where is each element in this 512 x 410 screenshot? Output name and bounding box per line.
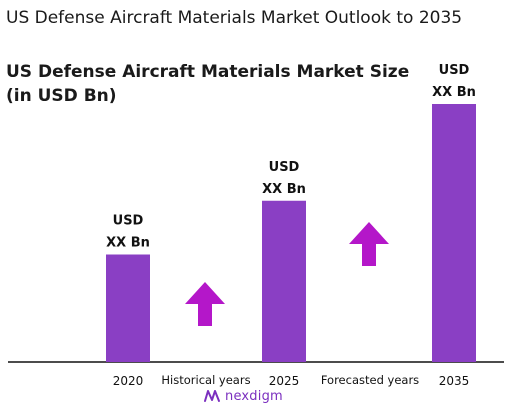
growth-arrows-group: [185, 222, 389, 326]
data-label-2020-line-2: XX Bn: [106, 236, 150, 251]
chart-title: US Defense Aircraft Materials Market Out…: [6, 8, 463, 28]
chart-subtitle: US Defense Aircraft Materials Market Siz…: [6, 62, 410, 106]
brand-name: nexdigm: [225, 388, 283, 404]
growth-arrow-2: [349, 222, 389, 266]
bar-2035: [432, 104, 476, 362]
tick-labels-group: 2020 2025 2035: [113, 374, 470, 388]
tick-label-2020: 2020: [113, 374, 144, 388]
data-labels-group: USD XX Bn USD XX Bn USD XX Bn: [106, 63, 476, 251]
tick-label-2025: 2025: [269, 374, 300, 388]
brand-footer: nexdigm: [203, 386, 283, 406]
bar-2020: [106, 254, 150, 362]
period-label-historical: Historical years: [161, 373, 250, 387]
data-label-2035-line-2: XX Bn: [432, 85, 476, 100]
bars-group: [106, 104, 476, 362]
tick-label-2035: 2035: [439, 374, 470, 388]
data-label-2025-line-2: XX Bn: [262, 182, 306, 197]
data-label-2025-line-1: USD: [269, 160, 300, 175]
period-labels-group: Historical years Forecasted years: [161, 373, 419, 387]
period-label-forecasted: Forecasted years: [321, 373, 419, 387]
nexdigm-logo-icon: [204, 390, 220, 402]
data-label-2035-line-1: USD: [439, 63, 470, 78]
growth-arrow-1: [185, 282, 225, 326]
data-label-2020-line-1: USD: [113, 214, 144, 229]
bar-2025: [262, 200, 306, 362]
